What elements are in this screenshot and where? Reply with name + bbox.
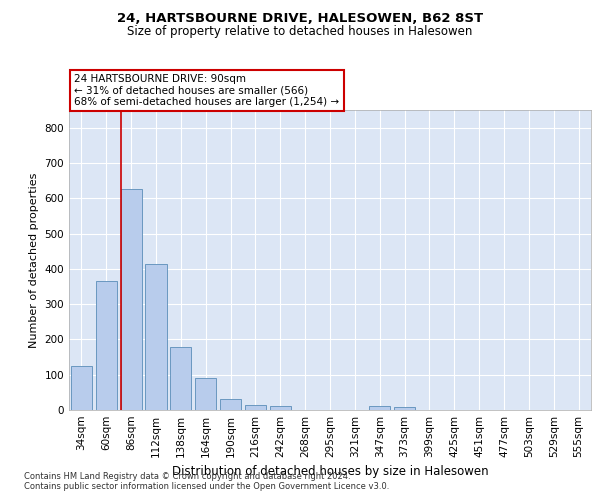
Bar (96, 281, 117, 410)
Y-axis label: Number of detached properties: Number of detached properties (29, 172, 39, 348)
Bar (220, 398, 241, 410)
Text: Contains public sector information licensed under the Open Government Licence v3: Contains public sector information licen… (24, 482, 389, 491)
Bar (121, 190, 142, 410)
Bar (170, 347, 191, 410)
Bar (369, 406, 390, 410)
Text: 24 HARTSBOURNE DRIVE: 90sqm
← 31% of detached houses are smaller (566)
68% of se: 24 HARTSBOURNE DRIVE: 90sqm ← 31% of det… (74, 74, 340, 107)
Bar (270, 406, 291, 410)
X-axis label: Distribution of detached houses by size in Halesowen: Distribution of detached houses by size … (172, 466, 488, 478)
Bar (245, 404, 266, 410)
Text: Contains HM Land Registry data © Crown copyright and database right 2024.: Contains HM Land Registry data © Crown c… (24, 472, 350, 481)
Bar (394, 407, 415, 410)
Text: 24, HARTSBOURNE DRIVE, HALESOWEN, B62 8ST: 24, HARTSBOURNE DRIVE, HALESOWEN, B62 8S… (117, 12, 483, 26)
Bar (71, 366, 92, 410)
Bar (195, 378, 216, 410)
Bar (145, 264, 167, 410)
Text: Size of property relative to detached houses in Halesowen: Size of property relative to detached ho… (127, 25, 473, 38)
